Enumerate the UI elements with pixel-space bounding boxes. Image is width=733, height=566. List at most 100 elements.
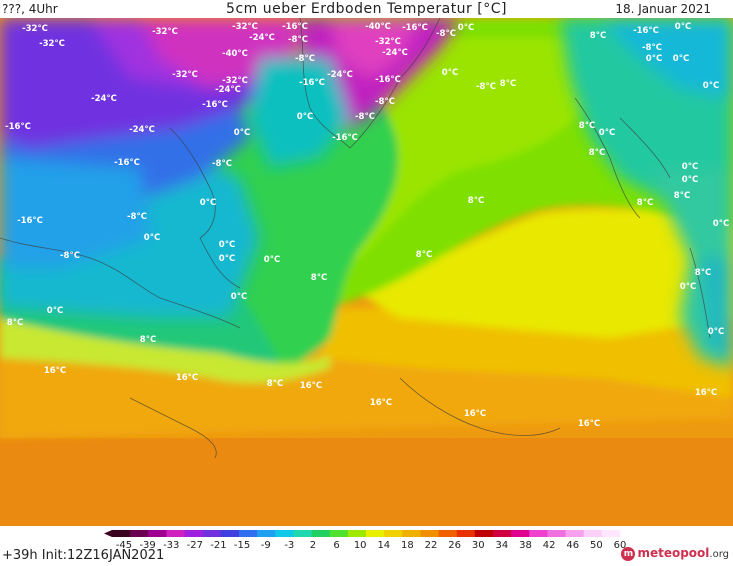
temperature-label: -16°C xyxy=(633,26,659,36)
legend-swatch xyxy=(220,530,240,537)
legend-swatch xyxy=(474,530,494,537)
legend-tick-label: -21 xyxy=(210,540,226,548)
legend-tick-label: 6 xyxy=(333,540,339,548)
temperature-label: 8°C xyxy=(500,79,516,89)
temperature-label: 8°C xyxy=(589,148,605,158)
temperature-label: -40°C xyxy=(222,49,248,59)
temperature-label: 8°C xyxy=(311,273,327,283)
legend-swatch xyxy=(583,530,603,537)
legend-swatch xyxy=(130,530,149,537)
temperature-label: -16°C xyxy=(375,75,401,85)
temperature-label: -16°C xyxy=(114,158,140,168)
legend-swatch xyxy=(438,530,458,537)
temperature-label: -8°C xyxy=(355,112,375,122)
temperature-label: 0°C xyxy=(219,240,235,250)
temperature-label: -8°C xyxy=(127,212,147,222)
legend-swatch xyxy=(347,530,367,537)
temperature-map: -32°C-32°C-32°C -32°C-24°C-16°C-8°C-40°C-… xyxy=(0,18,733,526)
legend-tick-label: 42 xyxy=(543,540,556,548)
temperature-label: -32°C xyxy=(152,27,178,37)
temperature-label: 16°C xyxy=(176,373,198,383)
legend-tick-label: 30 xyxy=(472,540,485,548)
temperature-label: 8°C xyxy=(7,318,23,328)
temperature-label: -8°C xyxy=(295,54,315,64)
logo-mark-icon: m xyxy=(621,546,636,561)
temperature-label: -16°C xyxy=(17,216,43,226)
temperature-label: -16°C xyxy=(299,78,325,88)
legend-tick-label: 14 xyxy=(377,540,390,548)
temperature-label: -32°C xyxy=(172,70,198,80)
legend-tick-label: -3 xyxy=(284,540,294,548)
legend-swatch xyxy=(384,530,403,537)
temperature-label: 8°C xyxy=(637,198,653,208)
legend-tick-label: 38 xyxy=(519,540,532,548)
temperature-label: 0°C xyxy=(200,198,216,208)
temperature-label: 0°C xyxy=(231,292,247,302)
map-title: 5cm ueber Erdboden Temperatur [°C] xyxy=(226,1,507,17)
temperature-label: 0°C xyxy=(703,81,719,91)
legend-tick-label: -15 xyxy=(234,540,250,548)
temperature-label: -32°C xyxy=(232,22,258,32)
legend-tick-label: -39 xyxy=(139,540,155,548)
temperature-label: -32°C xyxy=(222,76,248,86)
legend-swatch xyxy=(166,530,186,537)
temperature-label: -8°C xyxy=(212,159,232,169)
temperature-label: -8°C xyxy=(476,82,496,92)
temperature-label: 0°C xyxy=(673,54,689,64)
temperature-label: 16°C xyxy=(370,398,392,408)
temperature-label: 16°C xyxy=(44,366,66,376)
legend-swatch xyxy=(112,530,131,537)
temperature-label: -8°C xyxy=(288,35,308,45)
legend-tick-label: -45 xyxy=(116,540,132,548)
legend-swatch xyxy=(547,530,567,537)
temperature-label: 0°C xyxy=(458,23,474,33)
header-date: 18. Januar 2021 xyxy=(615,2,711,16)
legend-swatch xyxy=(275,530,294,537)
legend-tick-label: -27 xyxy=(187,540,203,548)
legend-swatch xyxy=(402,530,421,537)
temperature-label: -8°C xyxy=(642,43,662,53)
legend-swatch xyxy=(329,530,349,537)
temperature-label: 0°C xyxy=(682,162,698,172)
legend-swatch xyxy=(184,530,204,537)
legend-tick-label: 10 xyxy=(354,540,367,548)
legend-swatch xyxy=(601,530,621,537)
temperature-label: 0°C xyxy=(47,306,63,316)
header-run-time: ???, 4Uhr xyxy=(2,2,58,16)
temperature-label: 0°C xyxy=(713,219,729,229)
temperature-label: 0°C xyxy=(675,22,691,32)
meteopool-logo[interactable]: m meteopool.org xyxy=(621,546,729,561)
legend-tick-label: -9 xyxy=(261,540,271,548)
legend-swatch xyxy=(420,530,440,537)
legend-tick-label: 22 xyxy=(425,540,438,548)
temperature-label: -24°C xyxy=(129,125,155,135)
temperature-label: -24°C xyxy=(382,48,408,58)
temperature-label: -16°C xyxy=(202,100,228,110)
temperature-label: 0°C xyxy=(264,255,280,265)
temperature-label: -8°C xyxy=(60,251,80,261)
legend-swatch xyxy=(366,530,385,537)
temperature-label: 0°C xyxy=(682,175,698,185)
legend-swatch xyxy=(493,530,512,537)
temperature-label: -32°C xyxy=(22,24,48,34)
legend-swatch xyxy=(293,530,313,537)
legend-swatch xyxy=(257,530,276,537)
legend-tick-label: 18 xyxy=(401,540,414,548)
legend-swatch xyxy=(456,530,476,537)
temperature-label: -16°C xyxy=(332,133,358,143)
temperature-label: -16°C xyxy=(5,122,31,132)
map-footer: -45 -39 -33 -27 -21 -15 -9 -3 2 6 10 14 18 22 26 30 34 38… xyxy=(0,526,733,566)
legend-tick-label: 46 xyxy=(566,540,579,548)
temperature-label: 16°C xyxy=(578,419,600,429)
temperature-label: -32°C xyxy=(375,37,401,47)
legend-swatch xyxy=(565,530,585,537)
logo-tld: .org xyxy=(709,549,729,560)
logo-name: meteopool xyxy=(637,546,710,560)
temperature-label: 8°C xyxy=(416,250,432,260)
temperature-label: 0°C xyxy=(219,254,235,264)
legend-swatch xyxy=(511,530,530,537)
temperature-label: 0°C xyxy=(144,233,160,243)
legend-swatch xyxy=(202,530,222,537)
temperature-field xyxy=(0,18,733,526)
